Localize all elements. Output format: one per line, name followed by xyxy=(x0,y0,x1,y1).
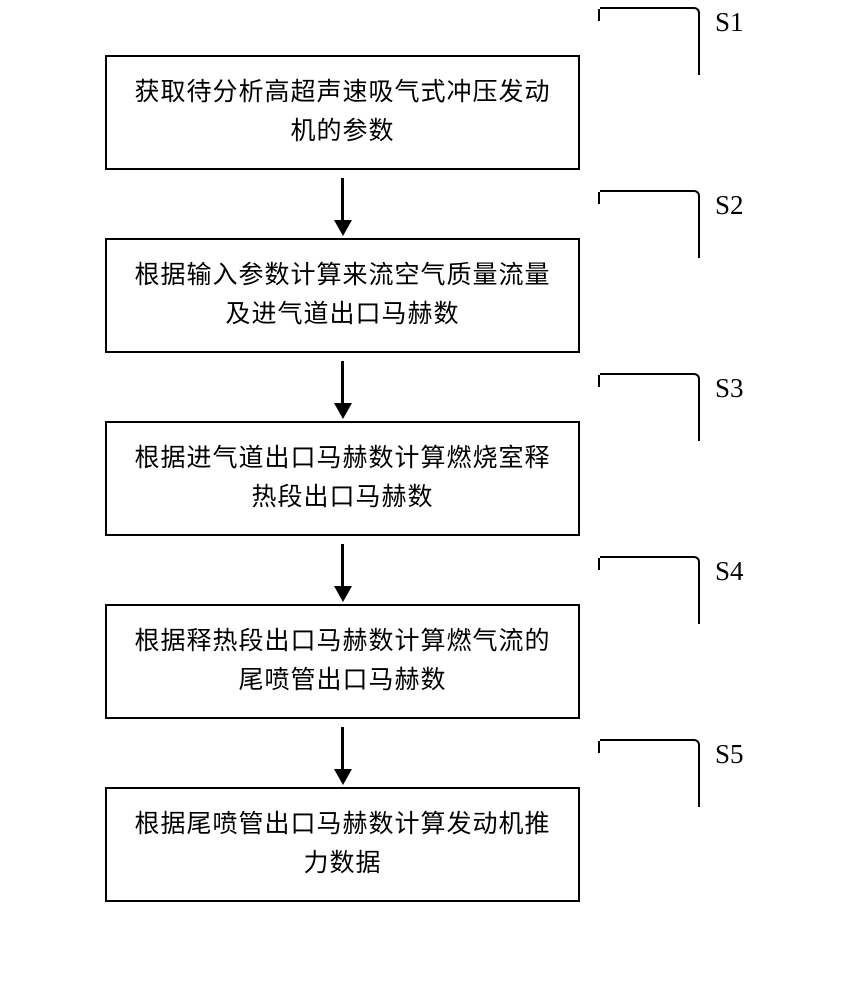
arrow-head-icon xyxy=(334,769,352,785)
step-row: S1 获取待分析高超声速吸气式冲压发动机的参数 xyxy=(105,55,580,170)
bracket-s4 xyxy=(600,556,700,624)
step-label-s3: S3 xyxy=(715,373,744,404)
step-label-s5: S5 xyxy=(715,739,744,770)
arrow-head-icon xyxy=(334,220,352,236)
step-box-s4: 根据释热段出口马赫数计算燃气流的尾喷管出口马赫数 xyxy=(105,604,580,719)
arrow-connector xyxy=(105,353,580,421)
bracket-s5 xyxy=(600,739,700,807)
step-row: S4 根据释热段出口马赫数计算燃气流的尾喷管出口马赫数 xyxy=(105,604,580,719)
step-row: S3 根据进气道出口马赫数计算燃烧室释热段出口马赫数 xyxy=(105,421,580,536)
step-label-s4: S4 xyxy=(715,556,744,587)
step-label-s2: S2 xyxy=(715,190,744,221)
step-box-s1: 获取待分析高超声速吸气式冲压发动机的参数 xyxy=(105,55,580,170)
arrow-connector xyxy=(105,170,580,238)
step-box-s5: 根据尾喷管出口马赫数计算发动机推力数据 xyxy=(105,787,580,902)
step-box-s2: 根据输入参数计算来流空气质量流量及进气道出口马赫数 xyxy=(105,238,580,353)
flowchart-container: S1 获取待分析高超声速吸气式冲压发动机的参数 S2 根据输入参数计算来流空气质… xyxy=(105,55,580,902)
arrow-head-icon xyxy=(334,586,352,602)
arrow-connector xyxy=(105,536,580,604)
arrow-connector xyxy=(105,719,580,787)
step-label-s1: S1 xyxy=(715,7,744,38)
bracket-s3 xyxy=(600,373,700,441)
step-row: S5 根据尾喷管出口马赫数计算发动机推力数据 xyxy=(105,787,580,902)
step-box-s3: 根据进气道出口马赫数计算燃烧室释热段出口马赫数 xyxy=(105,421,580,536)
bracket-s2 xyxy=(600,190,700,258)
bracket-s1 xyxy=(600,7,700,75)
step-row: S2 根据输入参数计算来流空气质量流量及进气道出口马赫数 xyxy=(105,238,580,353)
arrow-head-icon xyxy=(334,403,352,419)
